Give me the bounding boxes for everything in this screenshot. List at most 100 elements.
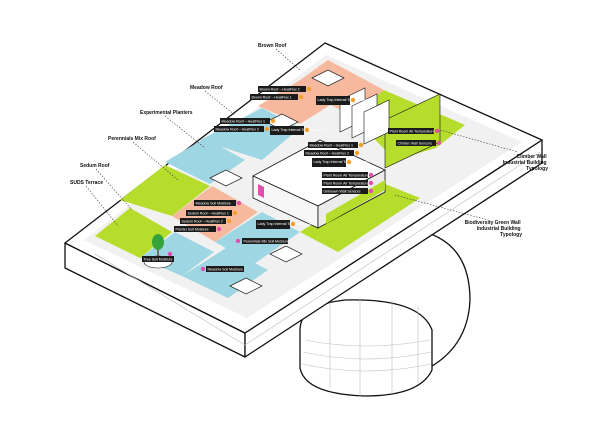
- lady-trap-5: [229, 277, 263, 295]
- lady-trap-1: [311, 69, 345, 87]
- rotunda-band-1: [304, 339, 431, 347]
- label-meadow-roof: Meadow Roof: [190, 85, 223, 91]
- sensor-tag: Brown Roof – HeatFlux 1: [250, 94, 304, 100]
- label-experimental-planters: Experimental Planters: [140, 110, 193, 116]
- svg-text:Lady Trap Internal Temperature: Lady Trap Internal Temperature #2: [272, 128, 327, 132]
- sensor-dot: [350, 97, 356, 103]
- sensor-dot: [368, 172, 374, 178]
- sensor-tag: Meadow Soil Moisture: [194, 200, 242, 206]
- sensor-dot: [232, 210, 238, 216]
- meadow-south-zone: [182, 248, 268, 298]
- svg-text:Meadow Roof – HeatFlux 2: Meadow Roof – HeatFlux 2: [216, 128, 260, 132]
- svg-text:Lady Trap Internal Temperature: Lady Trap Internal Temperature #1: [318, 98, 373, 102]
- svg-text:Unknown Wall Sensors: Unknown Wall Sensors: [324, 190, 361, 194]
- sensor-tag: Sedum Roof – HeatFlux 2: [180, 218, 232, 224]
- climber-wall-line-1: Climber Wall: [517, 154, 548, 160]
- sensor-dot: [270, 118, 276, 124]
- sensor-dot: [434, 128, 440, 134]
- svg-text:Lady Trap Internal Temperature: Lady Trap Internal Temperature #4: [258, 222, 313, 226]
- svg-text:Meadow Roof – HeatFlux 2: Meadow Roof – HeatFlux 2: [306, 152, 350, 156]
- leader-perennials-mix-roof: [132, 141, 179, 181]
- svg-text:Planter Soil Moisture: Planter Soil Moisture: [176, 228, 209, 232]
- sensor-dot: [226, 218, 232, 224]
- sensor-tag: Brown Roof – HeatFlux 2: [258, 86, 312, 92]
- leader-suds-terrace: [85, 185, 119, 227]
- leader-meadow-roof: [204, 90, 236, 116]
- sensor-dot: [358, 142, 364, 148]
- plant-room-door: [258, 184, 264, 198]
- sensor-tag: Meadow Roof – HeatFlux 2: [214, 126, 270, 132]
- sensor-dot: [264, 126, 270, 132]
- sensor-tag: Plant Room Air Temperature: [388, 128, 440, 134]
- sensor-dot: [304, 127, 310, 133]
- sensor-dot: [436, 140, 442, 146]
- brown-roof-zone-west: [258, 80, 338, 124]
- label-perennials-mix-roof: Perennials Mix Roof: [108, 136, 156, 142]
- perennials-mix-zone: [120, 165, 210, 216]
- sensor-tags: Brown Roof – HeatFlux 2 Brown Roof – Hea…: [142, 86, 442, 272]
- leader-sedum-roof: [95, 168, 133, 211]
- sensor-tag: Tree Soil Moisture: [142, 251, 174, 262]
- sensor-tag: Meadow Roof – HeatFlux 2: [304, 150, 360, 156]
- leader-experimental-planters: [164, 115, 206, 149]
- sensor-dot: [236, 200, 242, 206]
- svg-text:Meadow Roof – HeatFlux 1: Meadow Roof – HeatFlux 1: [222, 120, 266, 124]
- sensor-dot: [167, 251, 173, 257]
- left-labels: Brown Roof Meadow Roof Experimental Plan…: [70, 43, 301, 227]
- leader-biodiversity-wall: [394, 194, 489, 221]
- svg-text:Lady Trap Internal Temperature: Lady Trap Internal Temperature #3: [314, 160, 369, 164]
- svg-text:Perennials Mix Soil Moisture: Perennials Mix Soil Moisture: [244, 240, 289, 244]
- climber-wall-line-3: Typology: [526, 166, 548, 172]
- svg-text:Tree Soil Moisture: Tree Soil Moisture: [144, 258, 173, 262]
- svg-text:Plant Room Air Temperature: Plant Room Air Temperature: [324, 182, 369, 186]
- svg-text:Plant Room Air Temperature: Plant Room Air Temperature: [390, 130, 435, 134]
- facade-line-2: [244, 151, 541, 346]
- label-suds-terrace: SUDS Terrace: [70, 180, 103, 186]
- right-labels: Climber Wall Industrial Building Typolog…: [394, 129, 548, 238]
- label-sedum-roof: Sedum Roof: [80, 163, 110, 169]
- label-biodiversity-wall: Biodiversity Green Wall Industrial Build…: [465, 220, 523, 238]
- svg-text:Brown Roof – HeatFlux 2: Brown Roof – HeatFlux 2: [260, 88, 300, 92]
- rotunda-band-3: [301, 363, 432, 372]
- svg-text:Brown Roof – HeatFlux 1: Brown Roof – HeatFlux 1: [252, 96, 292, 100]
- sensor-tag: Climber Wall Sensors: [396, 140, 442, 146]
- sensor-tag: Plant Room Air Temperature: [322, 180, 374, 186]
- svg-text:Sedum Roof – HeatFlux 2: Sedum Roof – HeatFlux 2: [182, 220, 223, 224]
- sensor-dot: [354, 150, 360, 156]
- svg-text:Plant Room Air Temperature: Plant Room Air Temperature: [324, 174, 369, 178]
- rotunda-band-2: [302, 351, 432, 360]
- tree-crown: [152, 234, 164, 250]
- label-brown-roof: Brown Roof: [258, 43, 287, 49]
- sensor-tag: Meadow Roof – HeatFlux 1: [308, 142, 364, 148]
- sensor-tag: Meadow Soil Moisture: [200, 266, 244, 272]
- label-climber-wall: Climber Wall Industrial Building Typolog…: [503, 154, 548, 172]
- sensor-dot: [346, 159, 352, 165]
- sensor-tag: Sedum Roof – HeatFlux 1: [186, 210, 238, 216]
- sensor-dot: [368, 188, 374, 194]
- climber-wall-line-2: Industrial Building: [503, 160, 547, 166]
- sensor-tag: Lady Trap Internal Temperature #2: [270, 126, 327, 135]
- sensor-dot: [216, 226, 222, 232]
- sensor-dot: [368, 180, 374, 186]
- lady-trap-3: [209, 169, 243, 187]
- sensor-dot: [235, 238, 241, 244]
- sensor-dot: [298, 94, 304, 100]
- sensor-tag: Unknown Wall Sensors: [322, 188, 374, 194]
- sensor-tag: Lady Trap Internal Temperature #4: [256, 220, 313, 229]
- svg-text:Meadow Roof – HeatFlux 1: Meadow Roof – HeatFlux 1: [310, 144, 354, 148]
- sensor-dot: [290, 221, 296, 227]
- rotunda-drum: [299, 299, 433, 397]
- svg-text:Climber Wall Sensors: Climber Wall Sensors: [398, 142, 433, 146]
- biodiversity-edge-zone: [300, 182, 420, 252]
- svg-text:Sedum Roof – HeatFlux 1: Sedum Roof – HeatFlux 1: [188, 212, 229, 216]
- biodiversity-line-3: Typology: [500, 232, 522, 238]
- sensor-tag: Lady Trap Internal Temperature #3: [312, 158, 369, 167]
- lady-trap-4: [269, 245, 303, 263]
- sensor-dot: [306, 86, 312, 92]
- sensor-tag: Perennials Mix Soil Moisture: [235, 238, 289, 244]
- sensor-dot: [200, 266, 206, 272]
- svg-text:Meadow Soil Moisture: Meadow Soil Moisture: [196, 202, 231, 206]
- leader-brown-roof: [275, 48, 301, 71]
